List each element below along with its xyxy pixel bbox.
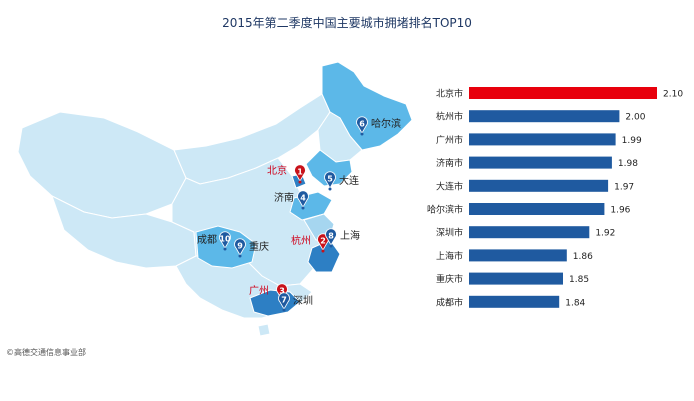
- bar-value-label: 1.97: [614, 182, 634, 192]
- map-marker-6[interactable]: 6 哈尔滨: [356, 116, 401, 136]
- map-pin-icon: [294, 164, 306, 182]
- bar-7: [469, 226, 590, 239]
- map-pin-icon: [276, 283, 288, 301]
- bar-value-label: 2.00: [625, 113, 645, 123]
- map-marker-4[interactable]: 4 济南: [274, 190, 309, 210]
- bar-category-label: 上海市: [436, 250, 463, 262]
- bar-category-label: 杭州市: [436, 111, 463, 123]
- map-pin-icon: [234, 238, 246, 256]
- region-west: [17, 111, 187, 219]
- bar-category-label: 重庆市: [436, 273, 463, 285]
- map-marker-rank: 9: [237, 242, 243, 251]
- map-pin-icon: [317, 233, 329, 251]
- map-marker-9[interactable]: 9 重庆: [234, 238, 270, 258]
- bar-value-label: 1.86: [573, 252, 593, 262]
- map-marker-5[interactable]: 5 大连: [324, 171, 360, 191]
- map-marker-rank: 5: [327, 175, 333, 184]
- map-marker-7[interactable]: 7 深圳: [278, 292, 314, 312]
- bar-value-label: 1.98: [618, 159, 638, 169]
- map-marker-rank: 4: [300, 194, 306, 203]
- map-pin-icon: [356, 116, 368, 134]
- bar-value-label: 2.10: [663, 90, 683, 100]
- map-marker-8[interactable]: 8 上海: [325, 228, 361, 248]
- map-dot: [282, 308, 286, 312]
- map-marker-label: 哈尔滨: [371, 117, 401, 130]
- map-marker-label: 重庆: [249, 240, 269, 253]
- map-dot: [301, 206, 305, 210]
- map-marker-3[interactable]: 3 广州: [249, 283, 288, 303]
- map-dot: [298, 180, 302, 184]
- map-dot: [238, 254, 242, 258]
- map-dot: [321, 249, 325, 253]
- map-marker-1[interactable]: 1 北京: [267, 164, 306, 184]
- bar-10: [469, 295, 560, 308]
- map-pin-icon: [219, 231, 231, 249]
- map-dot: [360, 132, 364, 136]
- bar-4: [469, 156, 612, 169]
- bar-category-label: 哈尔滨市: [427, 204, 463, 216]
- map-marker-label: 成都: [197, 234, 217, 246]
- map-pin-icon: [278, 292, 290, 310]
- bar-1: [469, 87, 657, 99]
- map-marker-rank: 1: [297, 168, 303, 177]
- map-dot: [223, 247, 227, 251]
- bar-2: [469, 110, 620, 123]
- bar-value-label: 1.96: [610, 206, 630, 216]
- bar-9: [469, 272, 563, 285]
- bar-value-label: 1.92: [595, 229, 615, 239]
- map-dot: [329, 244, 333, 248]
- map-marker-label: 大连: [339, 174, 359, 187]
- map-marker-rank: 3: [279, 287, 285, 296]
- chart-title: 2015年第二季度中国主要城市拥堵排名TOP10: [222, 16, 472, 30]
- region-hainan: [257, 323, 271, 337]
- map-marker-rank: 6: [359, 120, 365, 129]
- bar-value-label: 1.85: [569, 275, 589, 285]
- bar-category-label: 北京市: [436, 88, 463, 100]
- map-marker-rank: 10: [219, 235, 231, 244]
- map-marker-rank: 8: [328, 232, 334, 241]
- region-liaoning: [305, 149, 353, 187]
- bar-value-label: 1.99: [622, 136, 642, 146]
- map-marker-2[interactable]: 2 杭州: [291, 233, 329, 253]
- map-marker-rank: 2: [320, 237, 326, 246]
- bar-5: [469, 179, 609, 192]
- bar-category-label: 广州市: [436, 134, 463, 146]
- map-marker-label: 广州: [249, 285, 269, 297]
- map-marker-label: 北京: [267, 164, 287, 177]
- bar-3: [469, 133, 616, 146]
- bar-category-label: 成都市: [436, 296, 463, 308]
- map-pin-icon: [297, 190, 309, 208]
- map-marker-label: 杭州: [291, 234, 311, 247]
- bar-value-label: 1.84: [565, 298, 585, 308]
- map-pin-icon: [325, 228, 337, 246]
- bar-8: [469, 249, 567, 262]
- source-credit: ©高德交通信息事业部: [6, 348, 86, 357]
- map-marker-label: 上海: [340, 229, 360, 242]
- bar-category-label: 大连市: [436, 180, 463, 192]
- map-pin-icon: [324, 171, 336, 189]
- map-dot: [328, 187, 332, 191]
- bar-category-label: 济南市: [436, 157, 463, 169]
- bar-category-label: 深圳市: [436, 227, 463, 239]
- map-marker-rank: 7: [281, 296, 287, 305]
- map-marker-label: 济南: [274, 191, 294, 204]
- bar-6: [469, 203, 605, 215]
- map-marker-label: 深圳: [293, 295, 313, 307]
